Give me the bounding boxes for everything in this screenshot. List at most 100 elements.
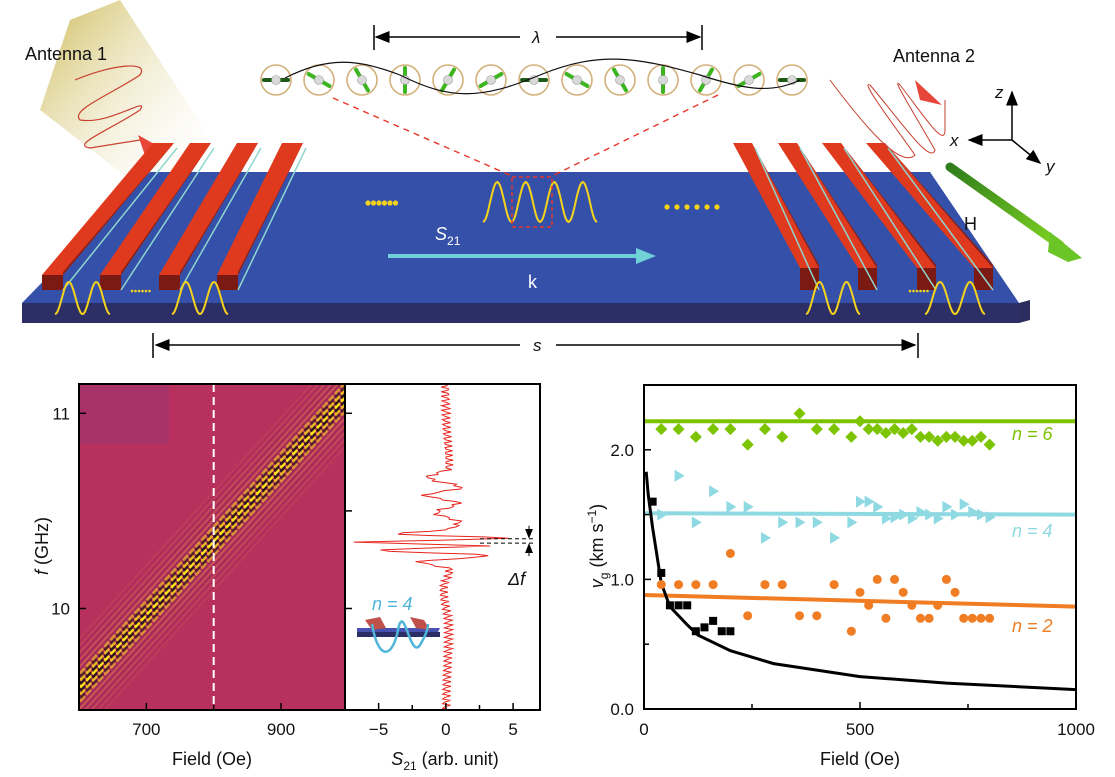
y-tick-label: 2.0 — [610, 441, 634, 460]
data-point-diamond — [741, 438, 754, 451]
h-label: H — [964, 214, 977, 234]
data-point-triangle — [709, 485, 720, 498]
ridge-stripe — [79, 384, 320, 648]
fit-line — [644, 593, 1076, 609]
delta-f-marker — [480, 525, 535, 557]
spin-center — [271, 75, 281, 85]
heatmap-corner-shade — [79, 384, 169, 444]
data-point-diamond — [871, 423, 884, 436]
x-tick-label: 700 — [132, 720, 160, 739]
data-point-triangle — [812, 516, 823, 529]
ellipsis-dot — [387, 200, 393, 206]
antenna-bar-edge — [179, 147, 262, 291]
spin-center — [615, 75, 625, 85]
ellipsis-dot — [922, 289, 926, 293]
y-axis-arrow — [1011, 139, 1042, 164]
series-label: n = 4 — [1012, 521, 1053, 541]
data-point-circle — [898, 587, 908, 597]
antenna-bar-top — [733, 143, 819, 268]
ellipsis-dots — [54, 200, 986, 316]
spin-center — [357, 75, 367, 85]
antenna-bar-front — [159, 275, 180, 290]
antenna-bar-side — [752, 143, 819, 268]
lambda-label: λ — [531, 28, 540, 47]
antenna-bar-side — [885, 143, 993, 268]
antenna-bar-edge — [799, 147, 878, 291]
data-points — [648, 407, 996, 636]
antenna-bar-side — [797, 143, 877, 268]
data-point-circle — [760, 580, 770, 590]
x-tick-label: 0 — [639, 720, 648, 739]
data-point-diamond — [724, 423, 737, 436]
antenna-bar-side — [238, 143, 303, 275]
velocity-ticks: 0 500 1000 0.0 1.0 2.0 — [610, 441, 1095, 739]
spin-center — [572, 75, 582, 85]
inset-antenna-right — [410, 617, 430, 630]
data-point-square — [709, 616, 718, 625]
antenna-bar-top — [778, 143, 877, 268]
s21-frame — [344, 383, 541, 711]
antenna-bar-side — [180, 143, 258, 275]
data-point-circle — [777, 580, 787, 590]
ellipsis-dot — [908, 289, 912, 293]
data-point-circle — [725, 548, 735, 558]
data-point-square — [700, 623, 709, 632]
ridge-stripe — [79, 384, 343, 673]
data-point-triangle — [743, 500, 754, 513]
antenna-wave — [171, 280, 229, 316]
data-point-diamond — [672, 423, 685, 436]
data-point-square — [717, 627, 726, 636]
heatmap-ticks: 700 900 10 11 — [51, 404, 352, 739]
spin-center — [744, 75, 754, 85]
data-point-diamond — [879, 426, 892, 439]
mode-inset: n = 4 — [357, 594, 440, 653]
data-point-diamond — [655, 423, 668, 436]
antenna-bar-edge — [237, 147, 307, 291]
data-point-diamond — [758, 423, 771, 436]
ellipsis-dot — [130, 289, 134, 293]
data-point-triangle — [985, 511, 996, 524]
data-point-circle — [950, 587, 960, 597]
data-point-circle — [967, 613, 977, 623]
spin-center — [658, 75, 668, 85]
data-point-circle — [846, 626, 856, 636]
precession-circle — [604, 64, 636, 96]
ellipsis-dot — [664, 204, 670, 210]
precession-circle — [690, 64, 722, 96]
s21-label: S21 — [435, 224, 461, 248]
antenna-bar-front — [100, 275, 121, 290]
heatmap-xlabel: Field (Oe) — [172, 749, 252, 769]
data-point-triangle — [916, 506, 927, 519]
data-point-circle — [691, 580, 701, 590]
velocity-xlabel: Field (Oe) — [820, 749, 900, 769]
antenna-bar-edge — [120, 147, 215, 291]
fit-lines — [644, 419, 1076, 692]
data-point-triangle — [951, 508, 962, 521]
ridge-stripe — [102, 444, 345, 710]
data-point-triangle — [726, 500, 737, 513]
data-point-circle — [674, 580, 684, 590]
data-point-triangle — [959, 498, 970, 511]
data-point-triangle — [847, 516, 858, 529]
antenna-bar-side — [841, 143, 936, 268]
inset-substrate-front — [357, 632, 440, 637]
precession-circle — [733, 64, 765, 96]
x-tick-label: 5 — [508, 720, 517, 739]
antenna-bar-edge — [887, 147, 994, 291]
data-point-triangle — [881, 512, 892, 525]
data-point-square — [648, 497, 657, 506]
antenna-bar-side — [121, 143, 211, 275]
precession-circle — [432, 64, 464, 96]
data-point-circle — [959, 613, 969, 623]
antenna-bar-front — [858, 268, 877, 290]
ellipsis-dot — [381, 200, 388, 206]
x-tick-label: 500 — [846, 720, 874, 739]
data-point-diamond — [897, 426, 910, 439]
data-point-diamond — [854, 415, 866, 428]
precession-circle — [561, 64, 593, 96]
ellipsis-dot — [376, 200, 382, 206]
field-arrow-head-icon — [1048, 232, 1082, 262]
data-point-circle — [985, 613, 995, 623]
data-point-diamond — [845, 430, 858, 443]
